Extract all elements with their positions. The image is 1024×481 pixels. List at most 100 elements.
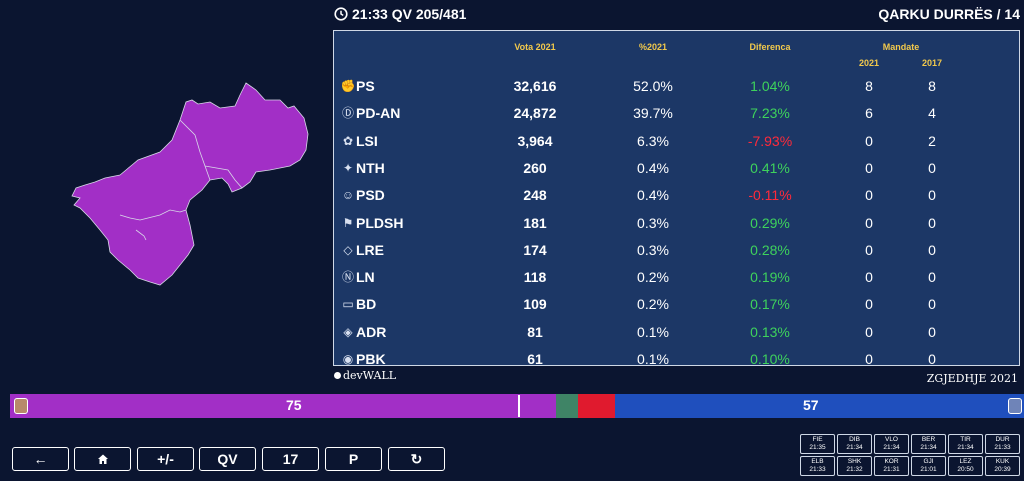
region-code: DIB <box>849 436 860 443</box>
region-time: 21:33 <box>994 444 1011 451</box>
mandates-2021: 0 <box>865 241 873 258</box>
region-clock[interactable]: KUK 20:39 <box>985 456 1020 476</box>
vote-count: 109 <box>523 296 547 313</box>
region-clock[interactable]: KOR 21:31 <box>874 456 909 476</box>
mandates-2017: 8 <box>928 78 936 94</box>
municipality-border <box>119 119 243 241</box>
leader-avatar-ps <box>14 398 28 414</box>
difference-value: 1.04% <box>750 78 790 94</box>
region-code: GJI <box>923 458 934 465</box>
region-clock[interactable]: BER 21:34 <box>911 434 946 454</box>
vote-percent: 0.3% <box>637 214 669 231</box>
vote-percent: 0.1% <box>637 351 669 367</box>
header-votes: Vota 2021 <box>514 42 556 52</box>
region-update-grid: FIE 21:35 DIB 21:34 VLO 21:34 BER 21:34 TIR 21:34… <box>800 434 1022 476</box>
difference-value: 0.41% <box>750 159 790 176</box>
mandates-2017: 0 <box>928 159 936 176</box>
party-name: PSD <box>356 187 385 204</box>
difference-toggle-button[interactable]: +/- <box>137 447 194 471</box>
region-time: 21:33 <box>809 466 826 473</box>
vote-count: 174 <box>523 241 547 258</box>
region-code: FIE <box>812 436 823 443</box>
seat-segment-other[interactable] <box>556 394 578 418</box>
table-row[interactable]: ✦ NTH 260 0.4% 0.41% 0 0 <box>334 155 1019 182</box>
table-row[interactable]: Ⓓ PD-AN 24,872 39.7% 7.23% 6 4 <box>334 100 1019 127</box>
number-button[interactable]: 17 <box>262 447 319 471</box>
table-row[interactable]: ◈ ADR 81 0.1% 0.13% 0 0 <box>334 319 1019 346</box>
refresh-button[interactable]: ↻ <box>388 447 445 471</box>
region-clock[interactable]: TIR 21:34 <box>948 434 983 454</box>
header-mandates: Mandate <box>882 42 920 52</box>
region-time: 20:39 <box>994 466 1011 473</box>
mandates-2017: 0 <box>928 214 936 231</box>
region-clock[interactable]: ELB 21:33 <box>800 456 835 476</box>
home-icon <box>97 454 108 464</box>
region-time: 21:34 <box>957 444 974 451</box>
difference-value: -0.11% <box>748 187 792 204</box>
devwall-logo: devWALL <box>334 369 396 382</box>
table-row[interactable]: Ⓝ LN 118 0.2% 0.19% 0 0 <box>334 264 1019 291</box>
district-title: QARKU DURRËS / 14 <box>878 6 1020 22</box>
election-label: ZGJEDHJE 2021 <box>926 372 1018 385</box>
difference-value: 0.28% <box>750 241 790 258</box>
region-clock[interactable]: FIE 21:35 <box>800 434 835 454</box>
difference-value: 0.17% <box>750 296 790 313</box>
seat-segment-lsi[interactable] <box>578 394 615 418</box>
leader-avatar-pd <box>1008 398 1022 414</box>
mandates-2021: 0 <box>865 269 873 286</box>
table-row[interactable]: ✿ LSI 3,964 6.3% -7.93% 0 2 <box>334 128 1019 155</box>
region-time: 21:35 <box>809 444 826 451</box>
region-clock[interactable]: VLO 21:34 <box>874 434 909 454</box>
party-name: PBK <box>356 351 386 367</box>
vote-percent: 0.3% <box>637 241 669 258</box>
table-row[interactable]: ⚑ PLDSH 181 0.3% 0.29% 0 0 <box>334 210 1019 237</box>
mandates-2017: 0 <box>928 296 936 313</box>
party-name: NTH <box>356 159 385 176</box>
vote-percent: 0.1% <box>637 323 669 340</box>
seat-count-pd: 57 <box>803 397 819 413</box>
table-row[interactable]: ◉ PBK 61 0.1% 0.10% 0 0 <box>334 346 1019 373</box>
home-button[interactable] <box>74 447 131 471</box>
region-time: 21:34 <box>883 444 900 451</box>
back-button[interactable]: ← <box>12 447 69 471</box>
seat-segment-pd[interactable]: 57 <box>615 394 1024 418</box>
district-map[interactable] <box>60 80 320 290</box>
difference-value: 0.13% <box>750 323 790 340</box>
vote-percent: 0.2% <box>637 269 669 286</box>
header-mandate-2017: 2017 <box>921 58 943 68</box>
party-logo-icon: ✿ <box>342 133 354 148</box>
vote-count: 24,872 <box>513 105 557 122</box>
p-button[interactable]: P <box>325 447 382 471</box>
difference-toggle-label: +/- <box>157 451 174 467</box>
party-logo-icon: ◈ <box>343 324 353 339</box>
table-row[interactable]: ◇ LRE 174 0.3% 0.28% 0 0 <box>334 237 1019 264</box>
vote-count: 81 <box>527 323 543 340</box>
mandates-2017: 0 <box>928 351 936 367</box>
vote-count: 61 <box>527 351 543 367</box>
region-clock[interactable]: DUR 21:33 <box>985 434 1020 454</box>
party-name: ADR <box>356 323 387 340</box>
party-logo-icon: ✊ <box>340 79 356 93</box>
party-name: BD <box>356 296 377 313</box>
region-clock[interactable]: GJI 21:01 <box>911 456 946 476</box>
arrow-left-icon: ← <box>33 451 48 467</box>
region-clock[interactable]: SHK 21:32 <box>837 456 872 476</box>
region-clock[interactable]: LEZ 20:50 <box>948 456 983 476</box>
table-row[interactable]: ✊ PS 32,616 52.0% 1.04% 8 8 <box>334 73 1019 100</box>
region-clock[interactable]: DIB 21:34 <box>837 434 872 454</box>
region-time: 20:50 <box>957 466 974 473</box>
status-group: 21:33 QV 205/481 <box>334 6 466 22</box>
difference-value: -7.93% <box>747 132 793 149</box>
qv-button[interactable]: QV <box>199 447 256 471</box>
region-time: 21:32 <box>846 466 863 473</box>
table-row[interactable]: ▭ BD 109 0.2% 0.17% 0 0 <box>334 291 1019 318</box>
region-code: DUR <box>995 436 1010 443</box>
mandates-2021: 6 <box>865 105 873 122</box>
mandates-2021: 0 <box>865 323 873 340</box>
party-logo-icon: ◇ <box>343 242 353 257</box>
map-region[interactable] <box>71 82 309 286</box>
seat-segment-ps[interactable]: 75 <box>10 394 556 418</box>
mandates-2021: 0 <box>865 159 873 176</box>
table-row[interactable]: ☺ PSD 248 0.4% -0.11% 0 0 <box>334 182 1019 209</box>
mandates-2017: 4 <box>928 105 936 122</box>
